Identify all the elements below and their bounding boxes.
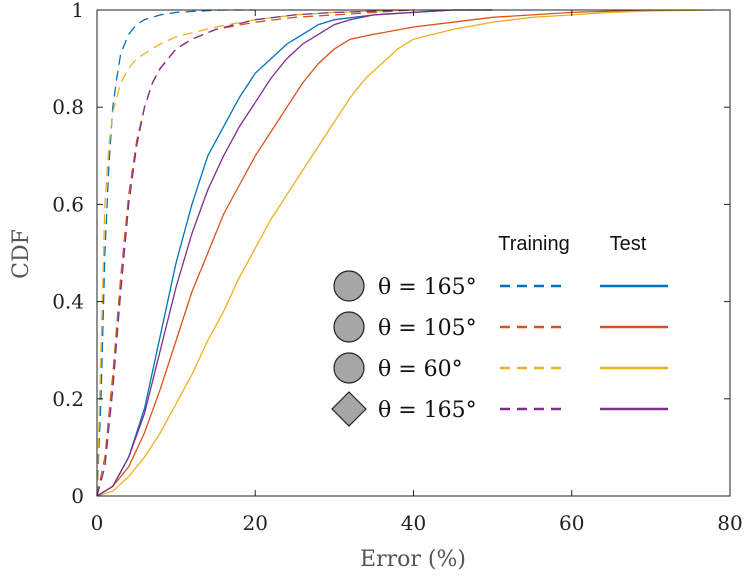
y-tick-label: 1: [71, 0, 84, 22]
series-line-training-2: [96, 9, 493, 497]
series-line-test-7: [96, 9, 493, 497]
legend-header-training: Training: [498, 233, 570, 255]
y-tick-label: 0: [71, 484, 84, 508]
series-line-test-5: [96, 9, 651, 497]
x-tick-label: 20: [243, 511, 268, 535]
legend-circle-marker: [333, 352, 365, 384]
legend-header-test: Test: [610, 233, 647, 255]
series-line-test-6: [96, 9, 715, 497]
y-tick-label: 0.4: [52, 290, 84, 314]
legend-label: θ = 105°: [378, 316, 477, 341]
legend-label: θ = 165°: [378, 275, 477, 300]
y-tick-label: 0.2: [52, 387, 84, 411]
x-tick-label: 0: [91, 511, 104, 535]
axes: 0 20 40 60 80 0 0.2 0.4 0.6 0.8 1: [52, 0, 743, 535]
legend-diamond-marker: [331, 391, 367, 427]
y-tick-label: 0.8: [52, 95, 84, 119]
series-line-test-4: [96, 9, 493, 497]
x-tick-label: 80: [717, 511, 742, 535]
series-line-training-3: [96, 9, 414, 497]
legend-circle-marker: [333, 270, 365, 302]
series-line-training-1: [96, 9, 414, 497]
series-line-training-0: [96, 9, 256, 497]
legend-label: θ = 60°: [378, 357, 463, 382]
plot-area: [96, 9, 715, 497]
legend-label: θ = 165°: [378, 398, 477, 423]
x-axis-label: Error (%): [360, 547, 466, 572]
y-axis-label: CDF: [9, 229, 34, 279]
x-tick-label: 60: [559, 511, 584, 535]
legend-circle-marker: [333, 311, 365, 343]
legend: Training Test θ = 165° θ = 105° θ = 60° θ = 1…: [331, 233, 668, 427]
y-tick-label: 0.6: [52, 192, 84, 216]
x-tick-label: 40: [401, 511, 426, 535]
